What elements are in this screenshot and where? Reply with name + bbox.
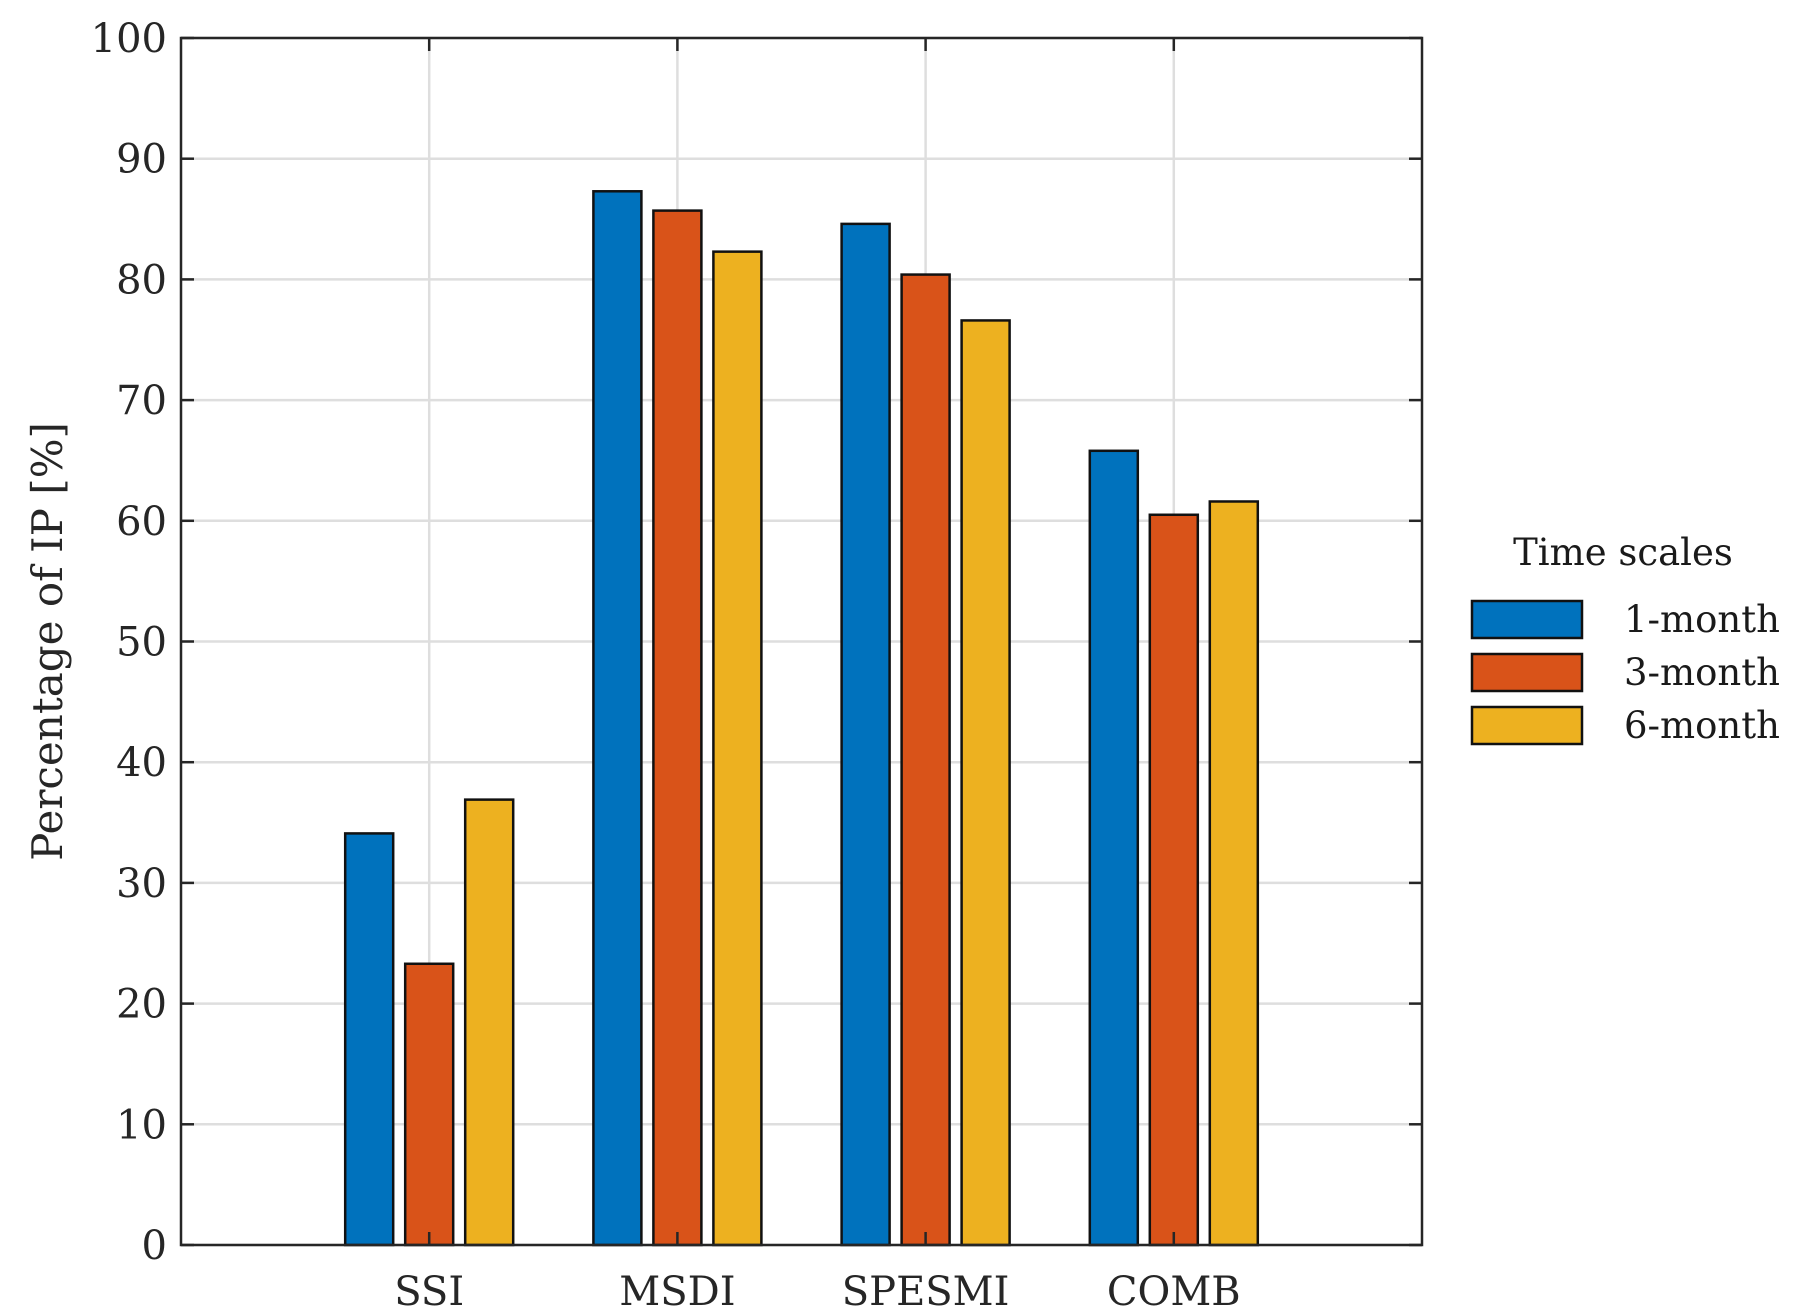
x-tick-label: MSDI bbox=[619, 1269, 735, 1313]
y-tick-label: 40 bbox=[116, 740, 167, 786]
legend: Time scales 1-month 3-month 6-month bbox=[1470, 531, 1780, 747]
y-tick-label: 50 bbox=[116, 620, 167, 666]
y-tick-label: 90 bbox=[116, 137, 167, 183]
x-tick-label: COMB bbox=[1107, 1269, 1241, 1313]
legend-swatch-1-month bbox=[1470, 599, 1584, 640]
bar-6-month-ssi bbox=[463, 798, 515, 1247]
bar-1-month-msdi bbox=[592, 190, 643, 1247]
y-tick-label: 80 bbox=[116, 257, 167, 303]
bar-3-month-spesmi bbox=[900, 273, 951, 1247]
legend-swatch-3-month bbox=[1470, 652, 1584, 693]
y-tick-label: 20 bbox=[116, 982, 167, 1028]
bar-1-month-spesmi bbox=[840, 222, 891, 1247]
y-axis-title: Percentage of IP [%] bbox=[23, 422, 72, 861]
axis-ticks: 0 10 20 30 40 50 60 70 80 90 100 SSI MSDI SPESMI COMB bbox=[91, 16, 1422, 1313]
x-tick-label: SSI bbox=[394, 1269, 464, 1313]
bar-3-month-comb bbox=[1148, 513, 1200, 1247]
y-tick-label: 30 bbox=[116, 861, 167, 907]
y-tick-label: 100 bbox=[91, 16, 167, 62]
y-tick-label: 60 bbox=[116, 499, 167, 545]
legend-items: 1-month 3-month 6-month bbox=[1470, 598, 1780, 747]
bars bbox=[343, 190, 1260, 1247]
y-tick-label: 70 bbox=[116, 378, 167, 424]
bar-3-month-ssi bbox=[403, 962, 455, 1247]
legend-label-3-month: 3-month bbox=[1624, 651, 1780, 694]
y-tick-label: 0 bbox=[142, 1223, 167, 1269]
bar-1-month-comb bbox=[1088, 449, 1140, 1247]
bar-1-month-ssi bbox=[343, 832, 395, 1247]
legend-swatch-6-month bbox=[1470, 705, 1584, 746]
legend-label-6-month: 6-month bbox=[1624, 704, 1780, 747]
legend-title: Time scales bbox=[1513, 531, 1733, 574]
x-tick-label: SPESMI bbox=[842, 1269, 1010, 1313]
legend-label-1-month: 1-month bbox=[1624, 598, 1780, 641]
bar-6-month-comb bbox=[1208, 500, 1260, 1247]
bar-6-month-msdi bbox=[712, 250, 763, 1247]
y-tick-label: 10 bbox=[116, 1102, 167, 1148]
bar-6-month-spesmi bbox=[960, 319, 1011, 1247]
bar-3-month-msdi bbox=[652, 209, 703, 1247]
